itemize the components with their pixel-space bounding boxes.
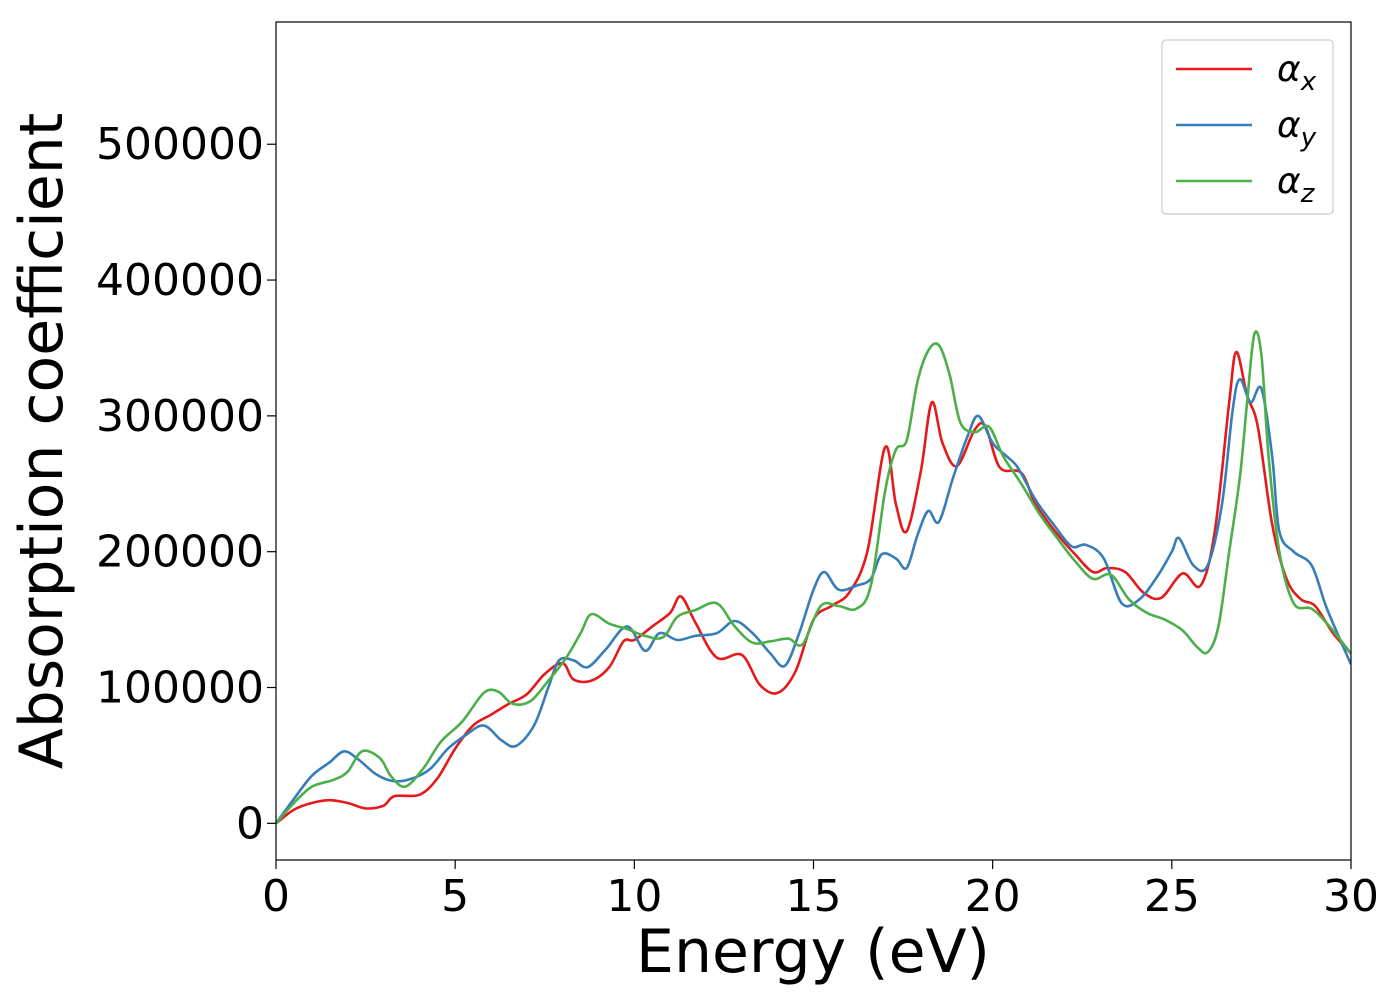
x-tick-label: 10 <box>606 871 662 922</box>
y-tick-label: 300000 <box>96 391 264 442</box>
y-tick-label: 200000 <box>96 527 264 578</box>
legend-symbol: α <box>1277 105 1301 146</box>
series-line-αz <box>276 330 1351 825</box>
series-group <box>276 330 1351 825</box>
y-axis: 0 100000 200000 300000 400000 500000 <box>96 119 276 849</box>
x-axis: 0 5 10 15 20 25 30 <box>262 860 1379 922</box>
series-line-αx <box>276 350 1351 825</box>
legend-subscript: z <box>1300 179 1316 209</box>
legend-subscript: y <box>1300 123 1317 153</box>
series-line-αy <box>276 377 1351 825</box>
legend-label: αz <box>1277 161 1316 209</box>
legend-symbol: α <box>1277 49 1301 90</box>
x-tick-label: 25 <box>1144 871 1200 922</box>
x-tick-label: 0 <box>262 871 290 922</box>
legend-label: αy <box>1277 105 1317 153</box>
x-tick-label: 20 <box>965 871 1021 922</box>
y-tick-label: 0 <box>236 798 264 849</box>
y-tick-label: 500000 <box>96 119 264 170</box>
x-tick-label: 5 <box>441 871 469 922</box>
legend-box <box>1161 39 1334 215</box>
x-axis-label: Energy (eV) <box>636 917 990 987</box>
legend-subscript: x <box>1300 67 1317 97</box>
legend-label: αx <box>1277 49 1317 97</box>
y-tick-label: 100000 <box>96 663 264 714</box>
y-axis-label: Absorption coefficient <box>7 113 77 770</box>
legend-symbol: α <box>1277 161 1301 202</box>
x-tick-label: 15 <box>786 871 842 922</box>
x-tick-label: 30 <box>1323 871 1379 922</box>
y-tick-label: 400000 <box>96 255 264 306</box>
